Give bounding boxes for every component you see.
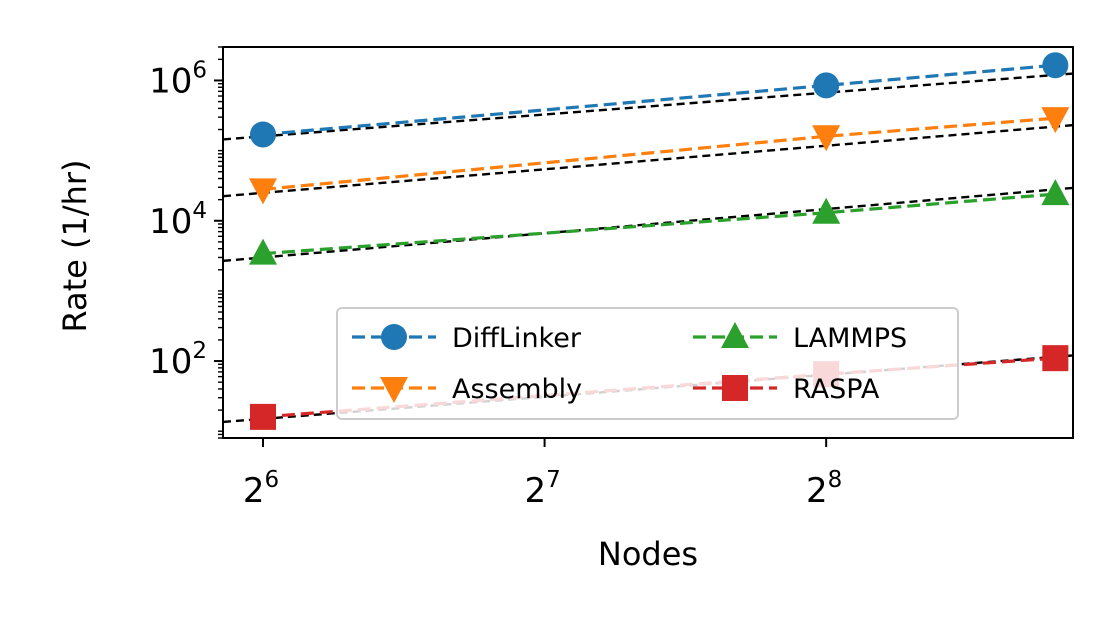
- x-tick-label: 28: [806, 467, 842, 511]
- y-tick-label: 106: [149, 57, 207, 101]
- data-point-raspa: [249, 403, 276, 430]
- data-point-difflinker: [249, 121, 276, 148]
- data-point-lammps: [248, 238, 277, 265]
- legend-marker-difflinker: [381, 324, 407, 350]
- legend: DiffLinker Assembly LAMMPS RASPA: [336, 307, 959, 420]
- legend-marker-lammps: [721, 322, 749, 348]
- data-point-lammps: [812, 197, 841, 224]
- x-tick-label: 27: [524, 467, 560, 511]
- legend-label-difflinker: DiffLinker: [452, 323, 582, 354]
- data-point-assembly: [248, 178, 277, 205]
- y-tick-label: 104: [149, 198, 207, 242]
- y-axis-ticks: 102 104 106: [149, 46, 223, 439]
- legend-marker-assembly: [380, 377, 408, 403]
- y-axis-label: Rate (1/hr): [56, 159, 94, 332]
- x-axis-ticks: 26 27 28: [243, 438, 842, 511]
- legend-marker-raspa: [722, 375, 748, 401]
- data-point-difflinker: [1042, 52, 1069, 79]
- y-tick-label: 102: [149, 338, 207, 382]
- legend-label-lammps: LAMMPS: [793, 323, 907, 354]
- data-point-assembly: [812, 125, 841, 152]
- legend-box: [336, 307, 959, 420]
- legend-label-assembly: Assembly: [452, 374, 582, 405]
- data-point-raspa: [1042, 345, 1069, 372]
- x-tick-label: 26: [243, 467, 279, 511]
- x-axis-label: Nodes: [598, 535, 698, 573]
- data-point-assembly: [1041, 107, 1070, 134]
- data-point-lammps: [1041, 179, 1070, 206]
- data-point-difflinker: [813, 72, 840, 99]
- legend-label-raspa: RASPA: [793, 374, 880, 405]
